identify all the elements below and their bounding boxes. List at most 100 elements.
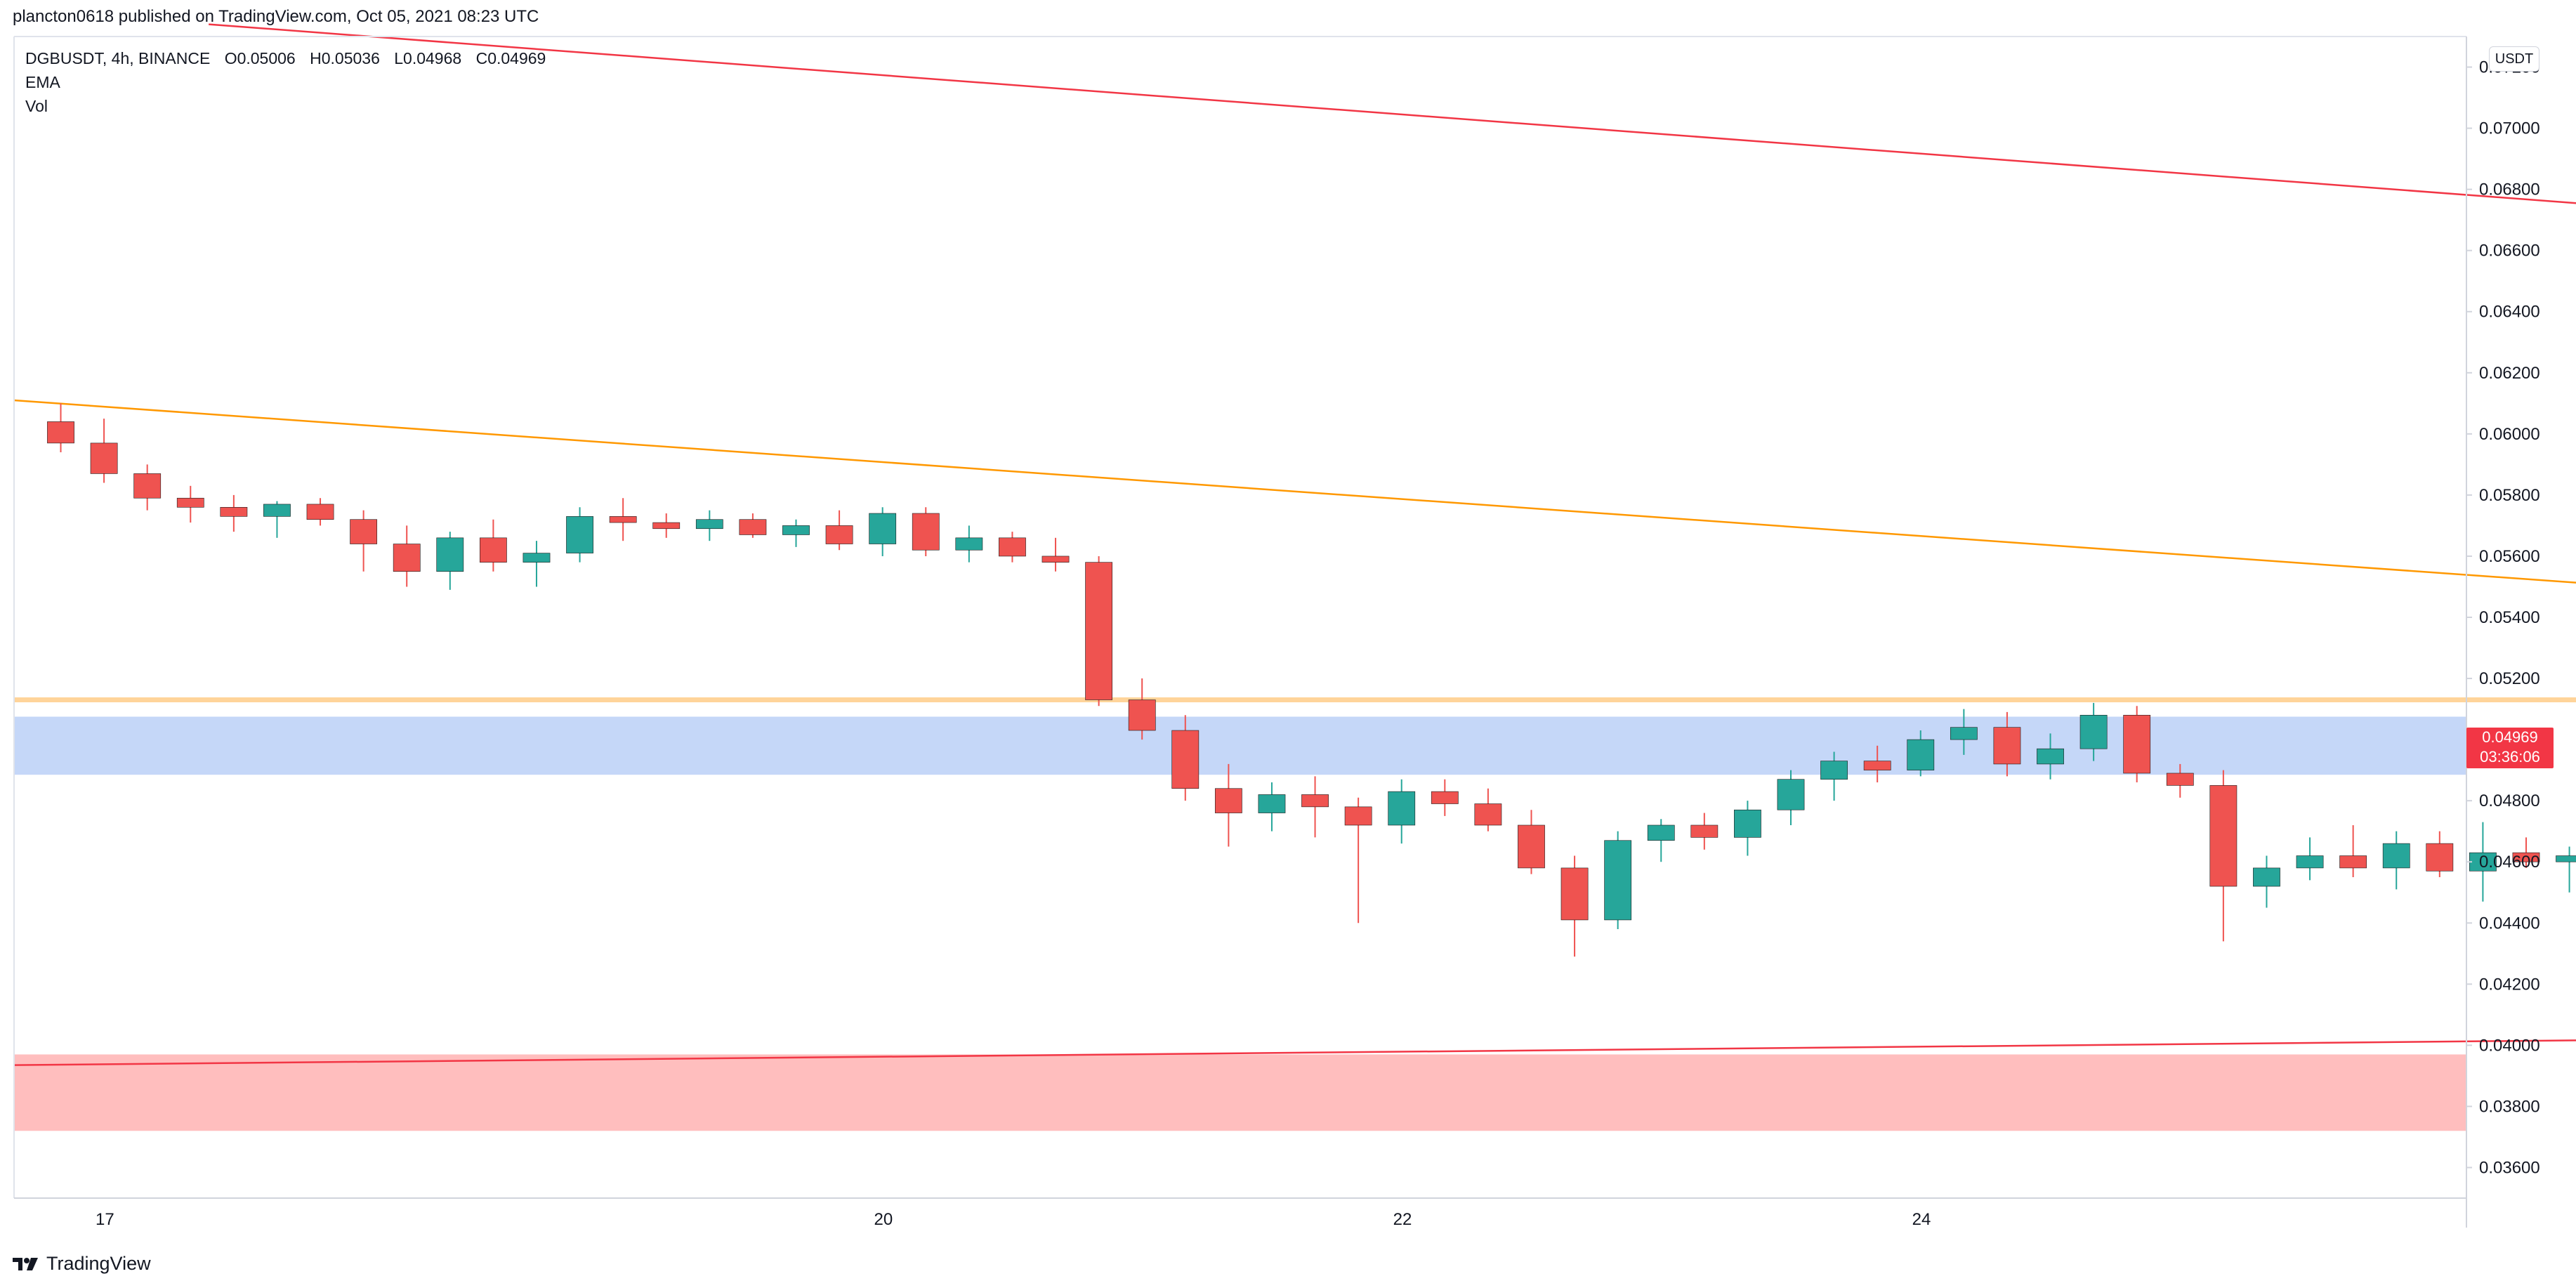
candle-body [523, 553, 551, 563]
candle-body [609, 516, 637, 523]
candle-body [2512, 852, 2540, 862]
candle-body [1128, 699, 1156, 731]
candle-body [1258, 794, 1286, 813]
candle-body [1907, 739, 1935, 770]
candle-body [912, 513, 940, 551]
trendline-2 [13, 399, 2576, 584]
support-zone-1 [14, 1054, 2466, 1131]
indicator-vol-label[interactable]: Vol [25, 97, 48, 115]
price-tick-label: 0.05600 [2479, 547, 2540, 566]
candle-body [1560, 867, 1589, 921]
trendline-1 [13, 1039, 2576, 1066]
price-tick-label: 0.05400 [2479, 608, 2540, 627]
tradingview-footer[interactable]: TradingView [13, 1253, 151, 1275]
candle-body [999, 537, 1026, 557]
time-tick-label: 17 [96, 1210, 114, 1229]
candle-body [1388, 791, 1416, 826]
candle-body [220, 507, 248, 517]
candle-body [1041, 556, 1070, 563]
candle-body [1863, 761, 1891, 770]
candle-body [263, 504, 291, 517]
candle-body [825, 525, 853, 544]
time-tick-label: 24 [1912, 1210, 1931, 1229]
trendline-0 [209, 23, 2576, 204]
axes-layer: 0.072000.070000.068000.066000.064000.062… [13, 36, 2540, 1229]
last-price-value: 0.04969 [2482, 728, 2538, 746]
candle-body [2079, 714, 2108, 749]
open-value: O0.05006 [224, 49, 296, 67]
price-tick-label: 0.06200 [2479, 364, 2540, 383]
candle-body [176, 497, 204, 508]
price-tick-label: 0.04200 [2479, 975, 2540, 994]
support-zone-0 [14, 716, 2466, 775]
candle-body [1431, 791, 1459, 804]
candle-body [479, 537, 507, 563]
price-tick-label: 0.04800 [2479, 791, 2540, 810]
candle-body [1344, 806, 1372, 826]
price-tick-label: 0.04000 [2479, 1036, 2540, 1055]
candle-body [566, 516, 593, 553]
candle-body [652, 522, 681, 530]
candle-body [1777, 779, 1805, 810]
candle-body [695, 519, 723, 530]
price-tick-label: 0.06400 [2479, 303, 2540, 322]
price-tick-label: 0.06600 [2479, 242, 2540, 261]
candle-body [90, 442, 118, 474]
price-tick-label: 0.07000 [2479, 119, 2540, 138]
candle-body [1604, 840, 1632, 921]
price-tick-label: 0.04600 [2479, 853, 2540, 872]
candle-body [436, 537, 464, 572]
symbol-info[interactable]: DGBUSDT, 4h, BINANCE [25, 49, 211, 67]
bar-countdown: 03:36:06 [2480, 748, 2540, 765]
candle-body [47, 421, 74, 444]
price-tick-label: 0.03600 [2479, 1158, 2540, 1177]
candle-body [869, 513, 897, 544]
candle-body [739, 519, 767, 535]
price-tick-label: 0.06800 [2479, 180, 2540, 199]
candle-body [350, 519, 378, 544]
candle-body [2556, 855, 2576, 862]
currency-unit-badge[interactable]: USDT [2489, 46, 2539, 72]
candle-body [1690, 824, 1719, 838]
candle-body [1085, 562, 1113, 700]
candle-body [2382, 843, 2410, 869]
price-tick-label: 0.06000 [2479, 425, 2540, 444]
candle-body [1647, 824, 1675, 841]
candle-body [2166, 773, 2194, 786]
candle-body [1171, 730, 1200, 789]
price-tick-label: 0.05200 [2479, 669, 2540, 688]
candle-body [133, 473, 162, 499]
price-tick-label: 0.03800 [2479, 1097, 2540, 1116]
chart-legend: DGBUSDT, 4h, BINANCE O0.05006 H0.05036 L… [25, 46, 556, 118]
candle-body [1820, 761, 1848, 780]
candle-body [2037, 748, 2064, 765]
price-tick-label: 0.05800 [2479, 486, 2540, 505]
low-value: L0.04968 [394, 49, 462, 67]
candle-body [2426, 843, 2454, 872]
zones-layer [14, 716, 2466, 1131]
last-price-tag: 0.04969 03:36:06 [2466, 728, 2554, 768]
candle-body [1993, 727, 2021, 765]
candle-body [2339, 855, 2367, 869]
tradingview-logo-icon [13, 1257, 38, 1270]
indicator-ema-label[interactable]: EMA [25, 73, 60, 91]
candle-body [1214, 788, 1242, 813]
candle-body [2123, 714, 2151, 774]
candle-body [1734, 809, 1761, 838]
symbol-legend-row[interactable]: DGBUSDT, 4h, BINANCE O0.05006 H0.05036 L… [25, 46, 556, 70]
candle-body [955, 537, 983, 551]
candle-body [782, 525, 810, 535]
candle-body [1950, 727, 1978, 740]
candle-body [1301, 794, 1329, 808]
close-value: C0.04969 [475, 49, 546, 67]
time-tick-label: 20 [874, 1210, 893, 1229]
trendlines-layer [13, 23, 2576, 1066]
candle-body [393, 544, 421, 572]
candle-body [306, 504, 334, 520]
time-tick-label: 22 [1393, 1210, 1412, 1229]
high-value: H0.05036 [310, 49, 380, 67]
publisher-header: plancton0618 published on TradingView.co… [13, 7, 539, 26]
candle-body [2209, 785, 2237, 887]
candle-body [1518, 824, 1545, 869]
